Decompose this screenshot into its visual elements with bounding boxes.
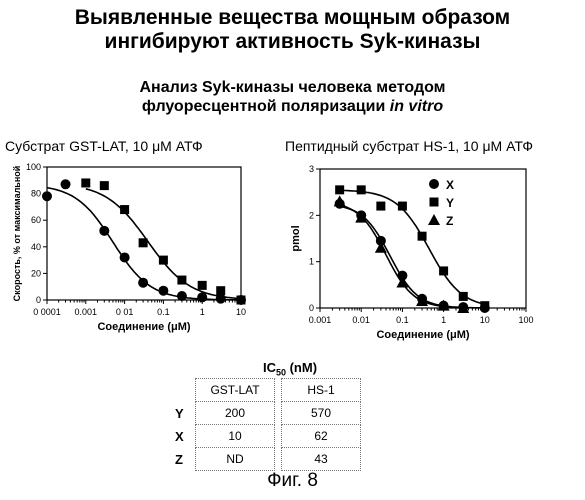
cell-hs1: 62 xyxy=(282,425,361,448)
chart2-x-axis-label: Соединение (μM) xyxy=(376,329,469,341)
ic50-title: IC50 (nM) xyxy=(195,360,385,378)
table-row: Y 200 570 xyxy=(175,402,361,425)
chart2-x-tick-label: 0.1 xyxy=(396,315,409,325)
chart1-data-point xyxy=(159,256,168,265)
table-row: Z ND 43 xyxy=(175,448,361,471)
chart2-legend-label: Z xyxy=(446,214,453,228)
chart2-y-tick-label: 0 xyxy=(309,303,314,313)
ic50-header-row: GST-LAT HS-1 xyxy=(175,379,361,402)
chart2-y-tick-label: 2 xyxy=(309,210,314,220)
table-row: X 10 62 xyxy=(175,425,361,448)
cell-gst-lat: 10 xyxy=(196,425,275,448)
chart1-data-point xyxy=(197,292,207,302)
chart2-legend-label: Y xyxy=(446,196,454,210)
chart1-data-point xyxy=(216,286,225,295)
chart2-title: Пептидный субстрат HS-1, 10 μM АТФ xyxy=(285,138,533,154)
chart1-y-tick-label: 0 xyxy=(36,295,41,305)
chart1-data-point xyxy=(100,181,109,190)
chart1-x-tick-label: 0 01 xyxy=(116,307,134,317)
chart1-data-point xyxy=(158,286,168,296)
row-label: X xyxy=(175,425,196,448)
chart1-y-tick-label: 80 xyxy=(31,189,41,199)
page-title-line1: Выявленные вещества мощным образом xyxy=(0,6,585,30)
chart1-y-tick-label: 100 xyxy=(26,162,41,172)
chart1-x-tick-label: 0 0001 xyxy=(33,307,61,317)
assay-subtitle-text: флуоресцентной поляризации xyxy=(142,98,390,115)
chart1-series-square-curve xyxy=(86,189,241,299)
chart1-title: Субстрат GST-LAT, 10 μM АТФ xyxy=(5,138,203,154)
chart2-data-point xyxy=(335,185,344,194)
chart1-x-tick-label: 1 xyxy=(200,307,205,317)
chart2-data-point xyxy=(459,292,468,301)
chart1-data-point xyxy=(81,178,90,187)
chart2-legend-marker xyxy=(428,214,440,225)
chart1-data-point xyxy=(99,226,109,236)
chart2-series-Y-curve xyxy=(340,190,485,304)
chart1-data-point xyxy=(177,276,186,285)
chart2-x-tick-label: 1 xyxy=(441,315,446,325)
chart2-x-tick-label: 0.001 xyxy=(309,315,332,325)
chart1-x-tick-label: 0.1 xyxy=(157,307,170,317)
chart1-data-point xyxy=(120,205,129,214)
chart2-legend-label: X xyxy=(446,178,454,192)
chart2-data-point xyxy=(376,202,385,211)
figure-label: Фиг. 8 xyxy=(0,470,585,492)
chart1-data-point xyxy=(42,191,52,201)
chart1-x-axis-label: Соединение (μM) xyxy=(97,321,190,333)
chart2-data-point xyxy=(439,266,448,275)
assay-subtitle-italic: in vitro xyxy=(390,98,443,115)
assay-subtitle-line1: Анализ Syk-киназы человека методом xyxy=(0,78,585,97)
ic50-title-sub: 50 xyxy=(276,368,286,378)
ic50-table: GST-LAT HS-1 Y 200 570 X 10 62 Z ND 43 xyxy=(175,378,361,471)
chart2-x-tick-label: 0.01 xyxy=(352,315,370,325)
chart1-x-tick-label: 10 xyxy=(236,307,246,317)
cell-gst-lat: ND xyxy=(196,448,275,471)
cell-hs1: 43 xyxy=(282,448,361,471)
chart2-legend-marker xyxy=(429,179,439,189)
chart2-data-point xyxy=(480,301,489,310)
chart2-data-point xyxy=(357,185,366,194)
ic50-title-text: IC xyxy=(263,360,276,375)
chart2-x-tick-label: 100 xyxy=(518,315,533,325)
chart2-legend-marker xyxy=(430,198,439,207)
chart1-data-point xyxy=(237,296,246,305)
chart1-y-axis-label: Скорость, % от максимальной xyxy=(12,166,22,302)
chart2-data-point xyxy=(398,202,407,211)
chart1-data-point xyxy=(61,179,71,189)
assay-subtitle-line2: флуоресцентной поляризации in vitro xyxy=(0,97,585,116)
chart2-y-tick-label: 1 xyxy=(309,257,314,267)
ic50-title-unit: (nM) xyxy=(286,360,317,375)
cell-hs1: 570 xyxy=(282,402,361,425)
chart1-y-tick-label: 60 xyxy=(31,215,41,225)
chart1-gst-lat: 0 00010.0010 010.1110020406080100Соедине… xyxy=(0,155,290,355)
page-title-line2: ингибируют активность Syk-киназы xyxy=(0,30,585,54)
chart1-data-point xyxy=(177,291,187,301)
chart1-data-point xyxy=(120,252,130,262)
cell-gst-lat: 200 xyxy=(196,402,275,425)
chart1-y-tick-label: 40 xyxy=(31,242,41,252)
ic50-col-gst-lat: GST-LAT xyxy=(196,379,275,402)
chart1-x-tick-label: 0.001 xyxy=(75,307,98,317)
chart2-y-axis-label: pmol xyxy=(290,225,302,251)
ic50-col-hs1: HS-1 xyxy=(282,379,361,402)
chart1-data-point xyxy=(139,238,148,247)
chart1-data-point xyxy=(198,281,207,290)
chart2-hs1: 0.001 0.01 0.1 1 10 100 0 1 2 3 Соединение (μM) pmo… xyxy=(280,155,580,355)
chart2-x-tick-label: 10 xyxy=(480,315,490,325)
chart2-data-point xyxy=(418,232,427,241)
chart2-y-tick-label: 3 xyxy=(309,164,314,174)
row-label: Z xyxy=(175,448,196,471)
row-label: Y xyxy=(175,402,196,425)
chart2-data-point xyxy=(334,195,346,206)
chart1-y-tick-label: 20 xyxy=(31,268,41,278)
chart1-data-point xyxy=(138,278,148,288)
